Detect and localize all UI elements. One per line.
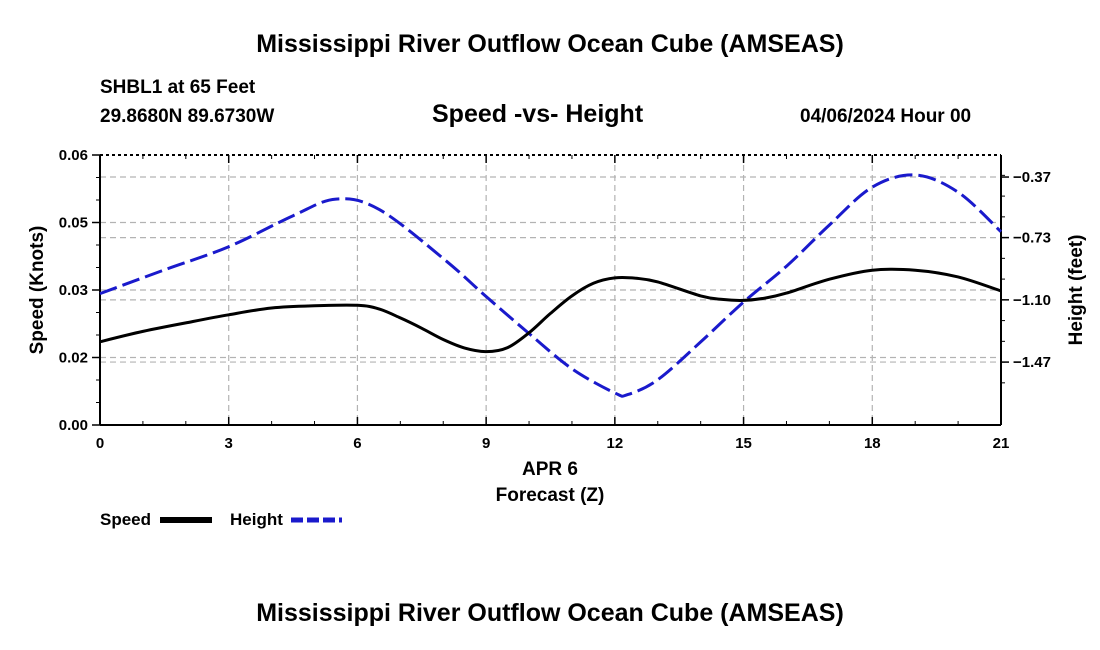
y2-tick-label: −1.47 <box>1013 354 1051 371</box>
y-tick-label: 0.02 <box>59 350 88 367</box>
legend-speed-label: Speed <box>100 510 151 529</box>
y-tick-label: 0.06 <box>59 147 88 164</box>
axis-labels: APR 6 Forecast (Z) Speed (Knots) Height … <box>27 226 1087 506</box>
legend: Speed Height <box>100 510 342 529</box>
grid-lines <box>100 155 1001 425</box>
x-tick-label: 12 <box>607 435 624 452</box>
y2-tick-label: −0.37 <box>1013 169 1051 186</box>
forecast-datetime: 04/06/2024 Hour 00 <box>800 106 972 127</box>
y-axis-label: Speed (Knots) <box>27 226 48 355</box>
x-axis-label: Forecast (Z) <box>496 485 605 506</box>
y2-tick-label: −0.73 <box>1013 230 1051 247</box>
x-tick-label: 9 <box>482 435 490 452</box>
chart-subtitle: Speed -vs- Height <box>432 100 644 128</box>
y-tick-label: 0.03 <box>59 282 88 299</box>
x-tick-label: 0 <box>96 435 104 452</box>
speed-series-line <box>99 267 1002 354</box>
x-tick-label: 21 <box>993 435 1010 452</box>
coordinates-label: 29.8680N 89.6730W <box>100 106 275 127</box>
x-tick-label: 3 <box>225 435 233 452</box>
footer-title: Mississippi River Outflow Ocean Cube (AM… <box>256 599 844 627</box>
x-axis-date-label: APR 6 <box>522 459 578 480</box>
y-tick-label: 0.05 <box>59 215 88 232</box>
series-lines <box>99 173 1003 398</box>
axes: 0 3 6 9 12 15 18 21 0.00 0.02 0.03 0.05 0.06 −1.47 −1.… <box>59 147 1051 452</box>
x-tick-label: 18 <box>864 435 881 452</box>
y-tick-label: 0.00 <box>59 417 88 434</box>
station-label: SHBL1 at 65 Feet <box>100 77 256 98</box>
legend-height-label: Height <box>230 510 283 529</box>
y2-axis-label: Height (feet) <box>1066 235 1087 346</box>
x-tick-label: 15 <box>735 435 752 452</box>
height-series-line <box>99 173 1003 398</box>
chart-title: Mississippi River Outflow Ocean Cube (AM… <box>256 30 844 58</box>
y2-tick-label: −1.10 <box>1013 292 1051 309</box>
x-tick-label: 6 <box>353 435 361 452</box>
